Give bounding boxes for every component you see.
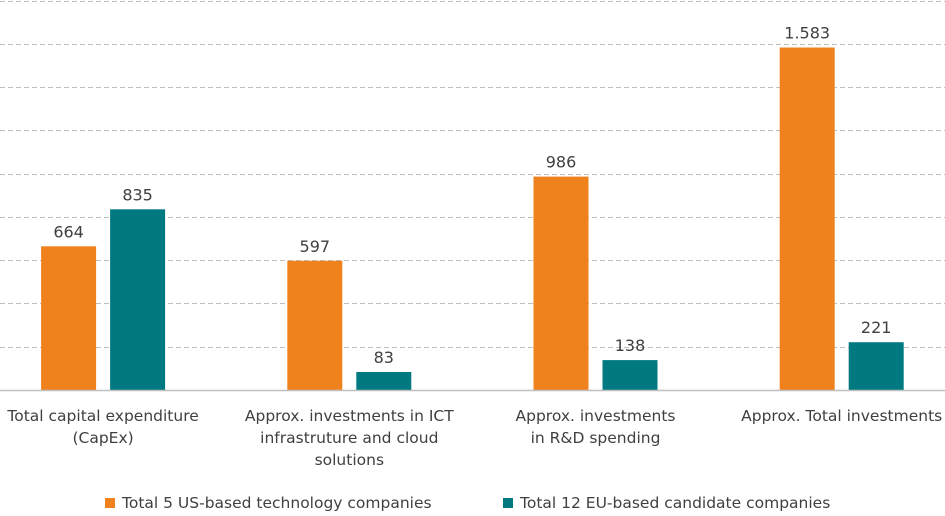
data-label: 986 — [546, 153, 577, 172]
legend-item-eu: Total 12 EU-based candidate companies — [503, 494, 830, 512]
category-label: Approx. investments in ICT infrastruture … — [245, 407, 454, 469]
category-label-line: Approx. investments — [516, 407, 676, 425]
category-label-line: infrastruture and cloud — [260, 429, 438, 447]
bar-us-0 — [41, 246, 97, 390]
data-label: 83 — [374, 348, 394, 367]
category-labels: Total capital expenditure (CapEx) Approx. … — [6, 407, 942, 469]
bar-eu-3 — [848, 342, 904, 390]
data-label: 221 — [861, 318, 892, 337]
legend-label-us: Total 5 US-based technology companies — [122, 494, 432, 512]
legend-swatch-us — [105, 498, 115, 508]
category-label-line: Total capital expenditure — [6, 407, 198, 425]
data-label: 664 — [53, 222, 84, 241]
bars — [41, 47, 904, 390]
bar-us-3 — [779, 47, 835, 390]
category-label-line: Approx. investments in ICT — [245, 407, 454, 425]
category-label-line: in R&D spending — [531, 429, 661, 447]
legend-swatch-eu — [503, 498, 513, 508]
data-label: 138 — [615, 336, 646, 355]
data-label: 835 — [122, 185, 153, 204]
bar-eu-0 — [110, 209, 166, 390]
legend: Total 5 US-based technology companies To… — [0, 494, 945, 516]
bar-eu-2 — [602, 360, 658, 390]
data-label: 597 — [300, 237, 331, 256]
legend-label-eu: Total 12 EU-based candidate companies — [520, 494, 831, 512]
bar-us-2 — [533, 176, 589, 390]
category-label-line: solutions — [315, 451, 384, 469]
category-label-line: Approx. Total investments — [741, 407, 942, 425]
bar-eu-1 — [356, 372, 412, 390]
legend-item-us: Total 5 US-based technology companies — [105, 494, 432, 512]
category-label: Approx. Total investments — [741, 407, 942, 425]
category-label: Total capital expenditure (CapEx) — [6, 407, 198, 447]
data-labels: 664 835 597 83 986 138 1.583 221 — [53, 24, 891, 368]
bar-us-1 — [287, 260, 343, 390]
data-label: 1.583 — [784, 24, 830, 43]
category-label: Approx. investments in R&D spending — [516, 407, 676, 447]
category-label-line: (CapEx) — [72, 429, 133, 447]
bar-chart: 664 835 597 83 986 138 1.583 221 Total capital … — [0, 1, 945, 469]
